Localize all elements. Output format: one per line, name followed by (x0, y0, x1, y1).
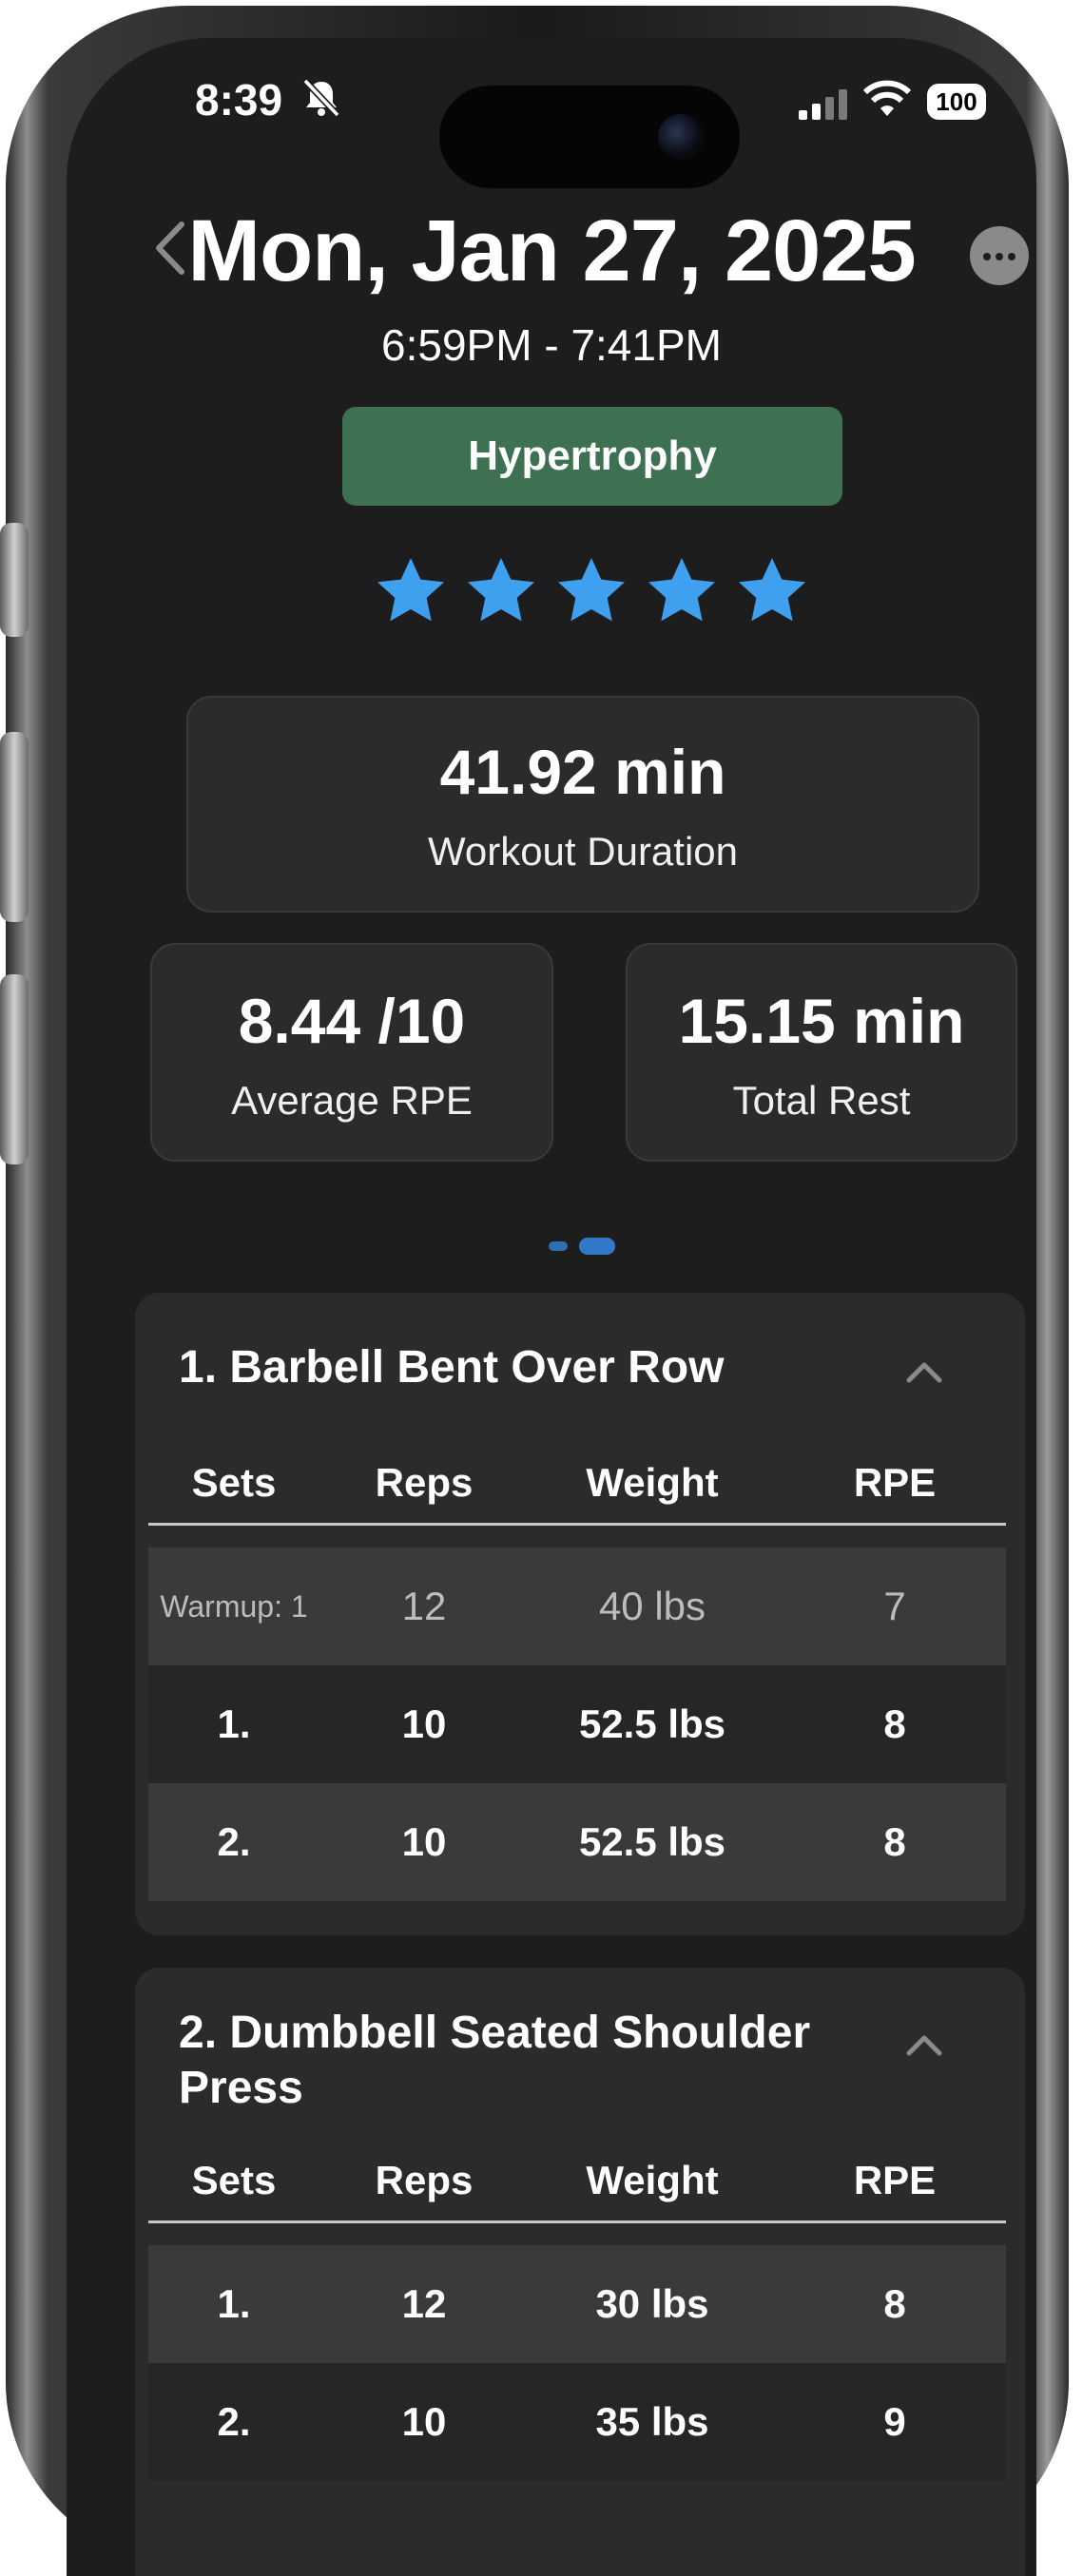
collapse-chevron-icon[interactable] (903, 2030, 945, 2059)
weight-value: 52.5 lbs (578, 1701, 726, 1746)
reps-value: 10 (401, 1701, 447, 1746)
total-rest-card: 15.15 min Total Rest (626, 943, 1017, 1162)
volume-down-button (0, 974, 29, 1164)
exercise-card: 2. Dumbbell Seated Shoulder Press Sets R… (135, 1968, 1025, 2576)
set-label: 2. (217, 1819, 251, 1864)
total-rest-label: Total Rest (732, 1078, 911, 1123)
rpe-value: 7 (883, 1584, 906, 1628)
camera-icon (658, 114, 704, 160)
exercise-title: 1. Barbell Bent Over Row (179, 1342, 725, 1393)
rating-stars[interactable] (373, 553, 810, 639)
table-row[interactable]: 1. 10 52.5 lbs 8 (148, 1665, 1006, 1783)
set-label: 1. (217, 1701, 251, 1746)
column-rpe: RPE (853, 1460, 937, 1505)
exercise-title-line-1: 2. Dumbbell Seated Shoulder (179, 2008, 811, 2058)
reps-value: 10 (401, 1819, 447, 1864)
average-rpe-value: 8.44 /10 (238, 986, 466, 1056)
action-button (0, 523, 29, 637)
total-rest-value: 15.15 min (678, 986, 965, 1056)
table-divider (148, 1523, 1006, 1526)
column-weight: Weight (586, 2158, 719, 2202)
table-row[interactable]: 2. 10 35 lbs 9 (148, 2363, 1006, 2481)
weight-value: 35 lbs (595, 2399, 709, 2444)
weight-value: 30 lbs (595, 2281, 709, 2326)
status-time: 8:39 (195, 75, 283, 125)
column-sets: Sets (191, 2158, 277, 2202)
workout-type-badge[interactable]: Hypertrophy (342, 407, 842, 506)
collapse-chevron-icon[interactable] (903, 1357, 945, 1386)
wifi-icon (863, 80, 911, 116)
page-title: Mon, Jan 27, 2025 (187, 202, 916, 299)
dynamic-island (439, 86, 740, 188)
app-screen: 8:39 100 Mon, Jan 27, 2025 6:59PM - 7:41… (67, 38, 1036, 2576)
star-icon[interactable] (463, 553, 539, 629)
average-rpe-label: Average RPE (231, 1078, 473, 1123)
exercise-title-line-2: Press (179, 2063, 303, 2113)
workout-duration-label: Workout Duration (427, 829, 739, 874)
rpe-value: 8 (883, 2281, 906, 2326)
rpe-value: 8 (883, 1701, 906, 1746)
average-rpe-card: 8.44 /10 Average RPE (150, 943, 553, 1162)
rpe-value: 9 (883, 2399, 906, 2444)
workout-duration-value: 41.92 min (439, 737, 726, 807)
battery-indicator: 100 (927, 84, 986, 120)
table-row[interactable]: 1. 12 30 lbs 8 (148, 2245, 1006, 2363)
volume-up-button (0, 732, 29, 922)
workout-duration-card: 41.92 min Workout Duration (186, 696, 979, 913)
column-sets: Sets (191, 1460, 277, 1505)
set-label: 1. (217, 2281, 251, 2326)
page-dot-1[interactable] (549, 1241, 568, 1251)
star-icon[interactable] (644, 553, 720, 629)
star-icon[interactable] (373, 553, 449, 629)
star-icon[interactable] (553, 553, 629, 629)
weight-value: 52.5 lbs (578, 1819, 726, 1864)
cellular-signal-icon (799, 89, 847, 120)
back-chevron-icon[interactable] (147, 215, 195, 281)
table-divider (148, 2220, 1006, 2223)
table-row[interactable]: Warmup: 1 12 40 lbs 7 (148, 1548, 1006, 1665)
column-reps: Reps (375, 2158, 474, 2202)
page-indicator[interactable] (549, 1238, 615, 1255)
set-label: 2. (217, 2399, 251, 2444)
table-header: Sets Reps Weight RPE (148, 2152, 1006, 2209)
weight-value: 40 lbs (598, 1584, 706, 1628)
column-rpe: RPE (853, 2158, 937, 2202)
reps-value: 12 (401, 1584, 447, 1628)
page-dot-2[interactable] (579, 1238, 615, 1255)
table-row[interactable]: 2. 10 52.5 lbs 8 (148, 1783, 1006, 1901)
workout-time-range: 6:59PM - 7:41PM (381, 320, 722, 370)
bell-muted-icon (302, 78, 340, 118)
exercise-card: 1. Barbell Bent Over Row Sets Reps Weigh… (135, 1293, 1025, 1935)
column-reps: Reps (375, 1460, 474, 1505)
set-label: Warmup: 1 (160, 1589, 308, 1624)
star-icon[interactable] (734, 553, 810, 629)
more-options-icon[interactable] (970, 226, 1029, 285)
rpe-value: 8 (883, 1819, 906, 1864)
reps-value: 10 (401, 2399, 447, 2444)
column-weight: Weight (586, 1460, 719, 1505)
reps-value: 12 (401, 2281, 447, 2326)
exercise-title: 2. Dumbbell Seated Shoulder Press (179, 2006, 810, 2116)
table-header: Sets Reps Weight RPE (148, 1454, 1006, 1511)
